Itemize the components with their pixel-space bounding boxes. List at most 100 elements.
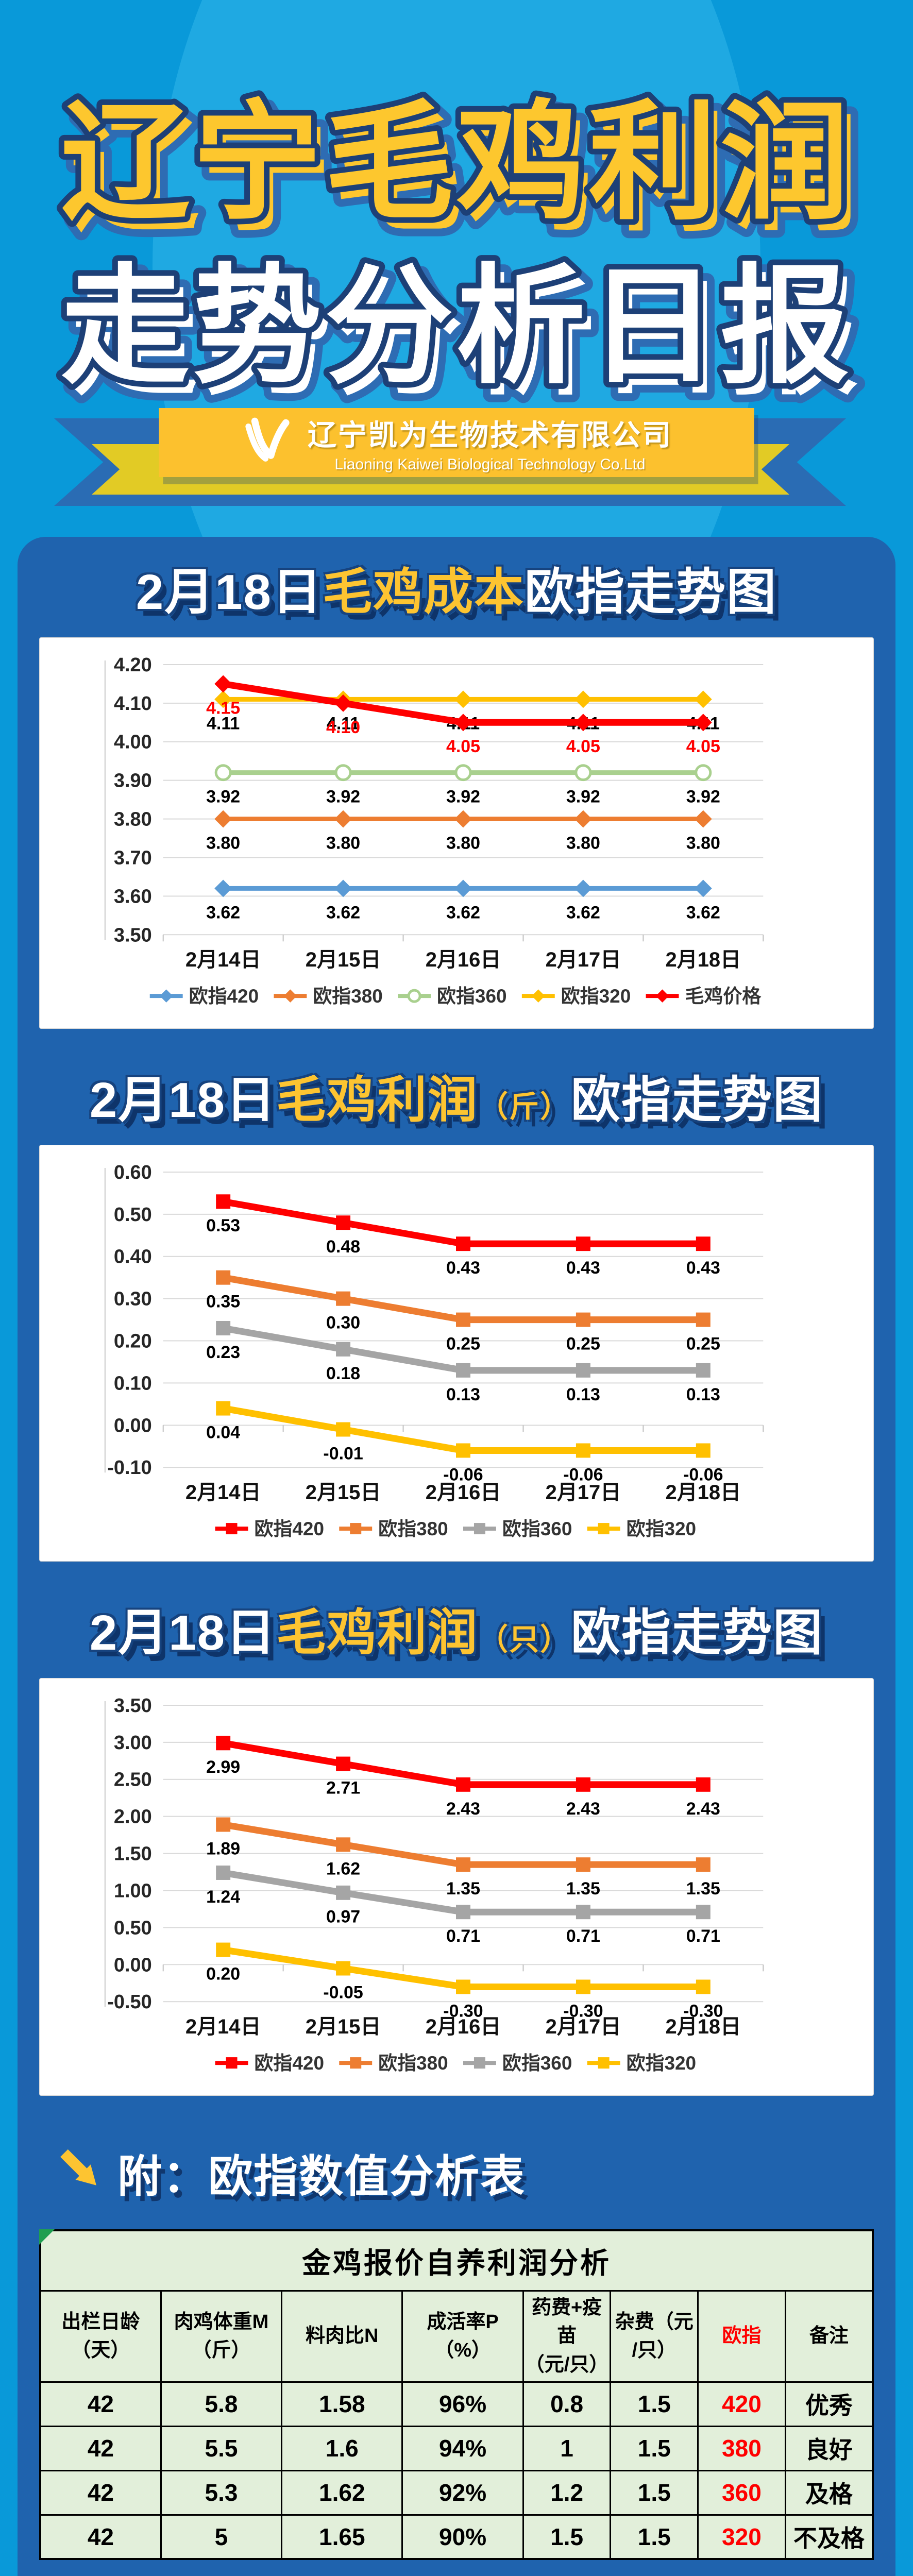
main-title-line2-text: 走势分析日报 bbox=[61, 255, 852, 398]
table-cell: 1.5 bbox=[610, 2514, 699, 2560]
svg-text:3.50: 3.50 bbox=[114, 924, 152, 946]
svg-text:-0.06: -0.06 bbox=[563, 1465, 603, 1485]
svg-text:0.97: 0.97 bbox=[326, 1907, 360, 1927]
svg-text:2月18日: 2月18日 bbox=[666, 948, 741, 971]
svg-text:2月16日: 2月16日 bbox=[426, 2015, 501, 2038]
table-header-cell: 肉鸡体重M （斤） bbox=[160, 2290, 283, 2383]
svg-text:3.92: 3.92 bbox=[566, 787, 600, 806]
main-title-line1: 辽宁毛鸡利润 辽宁毛鸡利润 bbox=[55, 85, 866, 253]
series-欧指420: 3.62 3.62 3.62 3.62 3.62 bbox=[206, 879, 720, 922]
svg-text:0.30: 0.30 bbox=[114, 1289, 152, 1310]
svg-text:2月16日: 2月16日 bbox=[426, 948, 501, 971]
svg-text:2月18日: 2月18日 bbox=[666, 2015, 741, 2038]
table-header-cell: 杂费（元 /只） bbox=[610, 2290, 699, 2383]
table-cell: 1.5 bbox=[610, 2469, 699, 2516]
series-欧指360: 3.92 3.92 3.92 3.92 3.92 bbox=[206, 764, 720, 806]
section-topic: 毛鸡利润 bbox=[276, 1605, 479, 1661]
svg-text:3.80: 3.80 bbox=[326, 833, 360, 853]
table-title: 金鸡报价自养利润分析 bbox=[39, 2229, 874, 2292]
legend-item-欧指320: 欧指320 bbox=[521, 986, 631, 1007]
svg-text:0.43: 0.43 bbox=[686, 1258, 720, 1278]
table-cell: 5.5 bbox=[160, 2425, 283, 2471]
svg-text:2月16日: 2月16日 bbox=[426, 1481, 501, 1504]
svg-text:0.71: 0.71 bbox=[686, 1926, 720, 1946]
svg-text:0.35: 0.35 bbox=[206, 1292, 240, 1312]
table-row: 42 5.8 1.58 96% 0.8 1.5 420 优秀 bbox=[39, 2381, 874, 2427]
svg-text:3.62: 3.62 bbox=[446, 903, 480, 922]
svg-text:-0.30: -0.30 bbox=[443, 2001, 483, 2021]
table-cell: 5 bbox=[160, 2514, 283, 2560]
svg-text:1.00: 1.00 bbox=[114, 1880, 152, 1902]
series-欧指380: 1.89 1.62 1.35 1.35 1.35 bbox=[206, 1817, 720, 1899]
svg-text:3.92: 3.92 bbox=[326, 787, 360, 806]
svg-text:0.20: 0.20 bbox=[114, 1331, 152, 1352]
table-cell: 1.58 bbox=[281, 2381, 403, 2427]
series-毛鸡价格: 4.15 4.10 4.05 4.05 4.05 bbox=[206, 675, 720, 756]
svg-text:1.24: 1.24 bbox=[206, 1887, 240, 1907]
svg-text:0.13: 0.13 bbox=[566, 1385, 600, 1404]
svg-text:欧指360: 欧指360 bbox=[502, 1518, 572, 1539]
table-cell: 1.2 bbox=[522, 2469, 612, 2516]
legend-item-欧指360: 欧指360 bbox=[463, 1518, 572, 1539]
section-topic: 毛鸡成本 bbox=[323, 565, 525, 620]
svg-text:3.50: 3.50 bbox=[114, 1695, 152, 1717]
table-header-cell: 备注 bbox=[784, 2290, 874, 2383]
legend-item-欧指420: 欧指420 bbox=[215, 2053, 324, 2074]
svg-text:0.10: 0.10 bbox=[114, 1373, 152, 1395]
table-cell: 92% bbox=[401, 2469, 524, 2516]
series-欧指360: 0.23 0.18 0.13 0.13 0.13 bbox=[206, 1321, 720, 1404]
table-cell: 320 bbox=[697, 2514, 786, 2560]
series-欧指420: 2.99 2.71 2.43 2.43 2.43 bbox=[206, 1736, 720, 1819]
main-title-line2: 走势分析日报 走势分析日报 bbox=[55, 249, 866, 417]
company-name-block: 辽宁凯为生物技术有限公司 Liaoning Kaiwei Biological … bbox=[308, 412, 672, 473]
section-title-profit-bird: 2月18日毛鸡利润（只）欧指走势图 bbox=[18, 1606, 895, 1660]
series-欧指380: 3.80 3.80 3.80 3.80 3.80 bbox=[206, 810, 720, 853]
svg-text:3.80: 3.80 bbox=[206, 833, 240, 853]
table-cell: 42 bbox=[39, 2425, 162, 2471]
svg-text:0.25: 0.25 bbox=[446, 1334, 480, 1354]
legend-item-欧指360: 欧指360 bbox=[398, 986, 507, 1007]
svg-text:0.00: 0.00 bbox=[114, 1415, 152, 1437]
svg-text:欧指360: 欧指360 bbox=[437, 986, 507, 1007]
attach-label: 附：欧指数值分析表 bbox=[117, 2151, 526, 2201]
svg-text:0.43: 0.43 bbox=[566, 1258, 600, 1278]
svg-text:-0.05: -0.05 bbox=[323, 1982, 363, 2002]
section-date: 2月18日 bbox=[89, 1605, 277, 1661]
legend-item-欧指360: 欧指360 bbox=[463, 2053, 572, 2074]
svg-text:1.50: 1.50 bbox=[114, 1843, 152, 1865]
profit-per-bird-chart: 3.50 3.00 2.50 2.00 1.50 1.00 0.50 0.00 -0.50 2月1… bbox=[104, 1695, 764, 2074]
svg-text:0.43: 0.43 bbox=[446, 1258, 480, 1278]
company-logo-icon bbox=[245, 417, 290, 462]
profit-per-bird-chart-card: 3.50 3.00 2.50 2.00 1.50 1.00 0.50 0.00 -0.50 2月1… bbox=[39, 1677, 874, 2096]
svg-text:欧指380: 欧指380 bbox=[378, 1518, 448, 1539]
svg-text:4.10: 4.10 bbox=[114, 692, 152, 714]
svg-text:2.43: 2.43 bbox=[686, 1799, 720, 1819]
svg-text:3.92: 3.92 bbox=[446, 787, 480, 806]
table-cell: 380 bbox=[697, 2425, 786, 2471]
legend-item-欧指380: 欧指380 bbox=[274, 986, 383, 1007]
table-cell: 及格 bbox=[784, 2469, 874, 2516]
svg-text:0.18: 0.18 bbox=[326, 1364, 360, 1383]
analysis-table: 金鸡报价自养利润分析 出栏日龄 （天） 肉鸡体重M （斤） 料肉比N 成活率P （%）药… bbox=[39, 2229, 874, 2561]
section-suffix: 欧指走势图 bbox=[571, 1072, 824, 1128]
svg-text:1.89: 1.89 bbox=[206, 1839, 240, 1858]
svg-text:3.80: 3.80 bbox=[686, 833, 720, 853]
svg-text:-0.50: -0.50 bbox=[107, 1991, 151, 2013]
svg-text:2月14日: 2月14日 bbox=[185, 2015, 261, 2038]
main-title-line2-shadow: 走势分析日报 bbox=[70, 266, 861, 410]
svg-text:2.50: 2.50 bbox=[114, 1769, 152, 1791]
svg-text:3.62: 3.62 bbox=[326, 903, 360, 922]
svg-text:欧指420: 欧指420 bbox=[254, 1518, 324, 1539]
svg-text:4.05: 4.05 bbox=[446, 737, 480, 756]
svg-text:0.30: 0.30 bbox=[326, 1313, 360, 1333]
svg-text:欧指320: 欧指320 bbox=[561, 986, 631, 1007]
svg-text:3.80: 3.80 bbox=[446, 833, 480, 853]
table-header-cell: 出栏日龄 （天） bbox=[39, 2290, 162, 2383]
svg-text:-0.30: -0.30 bbox=[563, 2001, 603, 2021]
table-cell: 1.5 bbox=[610, 2381, 699, 2427]
svg-text:0.13: 0.13 bbox=[446, 1385, 480, 1404]
svg-text:3.80: 3.80 bbox=[114, 808, 152, 830]
legend-item-欧指380: 欧指380 bbox=[339, 2053, 448, 2074]
table-header-cell: 药费+疫苗 （元/只） bbox=[522, 2290, 612, 2383]
